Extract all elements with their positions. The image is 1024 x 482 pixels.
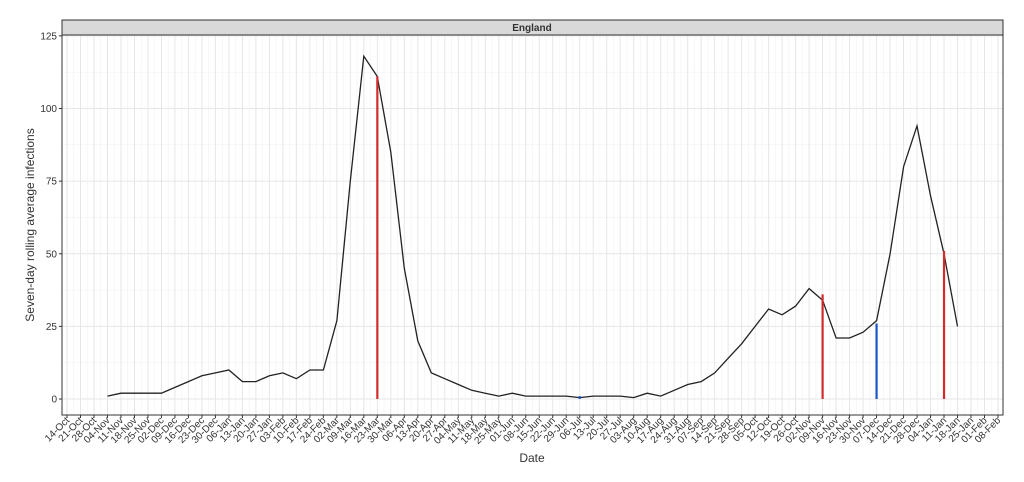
y-tick-label: 25: [46, 322, 58, 333]
y-tick-label: 125: [40, 31, 57, 42]
y-tick-label: 0: [51, 395, 57, 406]
y-axis-label: Seven-day rolling average infections: [23, 128, 37, 321]
y-tick-label: 100: [40, 104, 57, 115]
x-axis-label: Date: [519, 451, 545, 465]
y-tick-label: 75: [46, 177, 58, 188]
line: [107, 54, 959, 399]
panel-border: [61, 34, 1004, 416]
y-tick-label: 50: [46, 249, 58, 260]
strip-title: England: [512, 23, 551, 34]
